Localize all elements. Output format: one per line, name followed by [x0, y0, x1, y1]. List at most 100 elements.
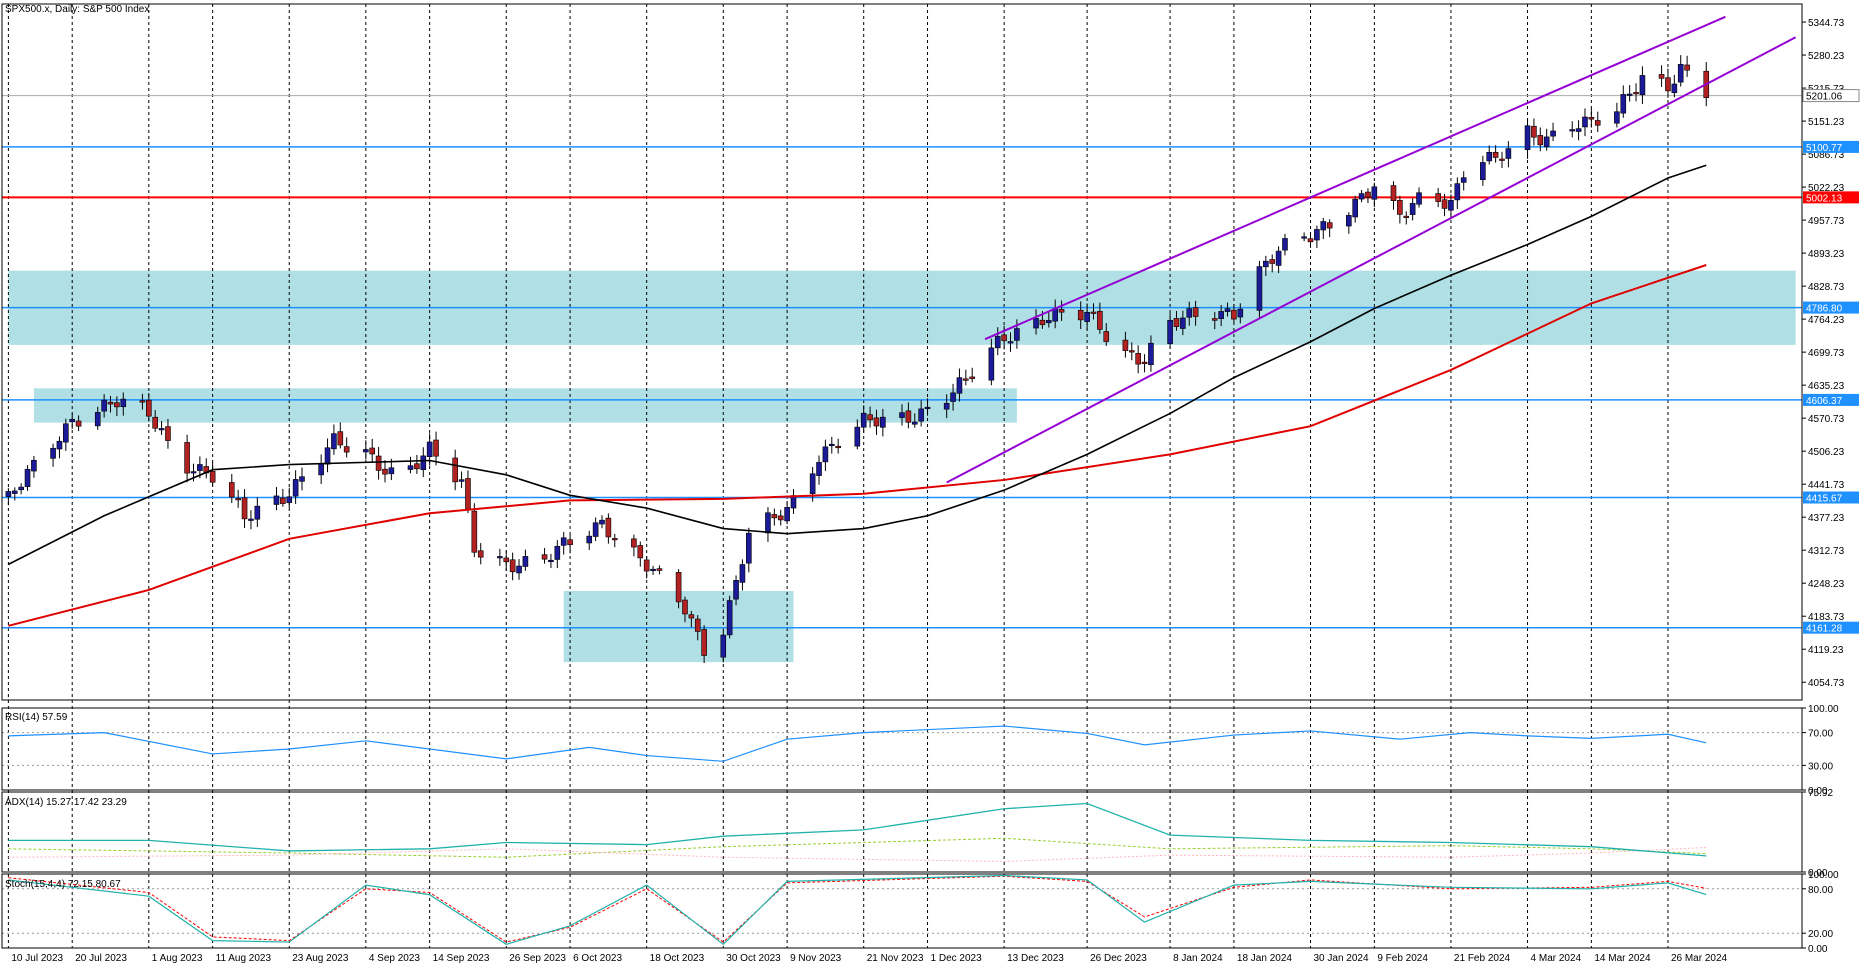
candle-body	[924, 406, 931, 410]
candle-body	[1141, 361, 1148, 364]
stoch-tick-label: 20.00	[1808, 929, 1833, 940]
candle-body	[1077, 309, 1084, 321]
candle-body	[1665, 77, 1671, 92]
candle-body	[69, 418, 76, 423]
candle-body	[1684, 64, 1690, 71]
x-tick-label: 4 Mar 2024	[1531, 953, 1582, 964]
candle-body	[560, 537, 567, 546]
candle-body	[1594, 120, 1601, 126]
candle-body	[777, 515, 784, 521]
x-tick-label: 9 Feb 2024	[1377, 953, 1428, 964]
y-tick-label: 4119.23	[1808, 645, 1844, 656]
candle-body	[1409, 203, 1416, 215]
candle-body	[1441, 199, 1448, 209]
level-tag-label: 4415.67	[1806, 494, 1843, 505]
candle-body	[1326, 222, 1333, 229]
candle-body	[1033, 318, 1039, 329]
candle-body	[956, 377, 963, 394]
candle-body	[1058, 309, 1065, 313]
candle-body	[1499, 158, 1505, 161]
candle-body	[471, 510, 478, 553]
candle-body	[739, 564, 746, 583]
candle-body	[1007, 341, 1014, 344]
y-tick-label: 5344.73	[1808, 18, 1845, 29]
y-tick-label: 4377.23	[1808, 513, 1845, 524]
x-tick-label: 11 Aug 2023	[216, 953, 272, 964]
candle-body	[477, 550, 484, 558]
candle-body	[1275, 250, 1282, 266]
candle-body	[994, 336, 1001, 349]
candle-body	[1135, 353, 1141, 365]
candle-body	[1097, 310, 1103, 330]
panel-frame-rsi	[1, 707, 1803, 791]
adx-line	[8, 802, 1707, 857]
x-tick-label: 8 Jan 2024	[1173, 953, 1223, 964]
candle-body	[101, 399, 107, 412]
x-tick-label: 20 Jul 2023	[75, 953, 127, 964]
candle-body	[452, 457, 458, 483]
candle-body	[918, 408, 924, 422]
level-tag-label: 5100.77	[1806, 143, 1843, 154]
adx-di-minus-line	[8, 846, 1707, 862]
stoch-title: Stoch(15,4,4) 72.15 80.67	[5, 879, 121, 890]
candle-body	[1180, 317, 1186, 329]
candle-body	[420, 455, 427, 470]
candle-body	[541, 554, 548, 560]
candle-body	[1460, 177, 1467, 183]
candle-body	[631, 538, 637, 548]
candle-body	[273, 495, 280, 505]
candle-body	[1231, 309, 1237, 320]
x-tick-label: 1 Aug 2023	[152, 953, 203, 964]
candle-body	[554, 545, 561, 560]
candle-body	[605, 517, 612, 538]
current-price-label: 5201.06	[1806, 92, 1843, 103]
candle-body	[1358, 193, 1365, 200]
candle-body	[1211, 318, 1218, 321]
channel-upper-line	[984, 15, 1726, 341]
candle-body	[1301, 236, 1307, 239]
candle-body	[1588, 117, 1595, 120]
candle-body	[248, 518, 254, 521]
candle-body	[873, 417, 880, 427]
candle-body	[1620, 94, 1627, 114]
candle-body	[675, 572, 682, 603]
x-tick-label: 10 Jul 2023	[11, 953, 63, 964]
candle-body	[790, 495, 797, 509]
x-tick-label: 26 Sep 2023	[509, 953, 566, 964]
candle-body	[190, 471, 197, 474]
candle-body	[197, 464, 203, 471]
candle-body	[822, 446, 829, 463]
candle-body	[184, 442, 190, 474]
candle-body	[592, 522, 599, 537]
candle-body	[1122, 339, 1129, 352]
candle-body	[165, 426, 171, 441]
candle-body	[854, 426, 861, 447]
candle-body	[228, 482, 235, 498]
candle-body	[1192, 307, 1199, 317]
level-tag-label: 4606.37	[1806, 396, 1843, 407]
candle-body	[860, 412, 867, 428]
ma-fast-line	[8, 164, 1707, 566]
adx-di-plus-line	[8, 837, 1707, 858]
candle-body	[1237, 308, 1244, 318]
candle-body	[18, 486, 24, 491]
candle-body	[1256, 266, 1263, 311]
candle-body	[1397, 200, 1403, 215]
y-tick-label: 4248.23	[1808, 579, 1845, 590]
candle-body	[1582, 116, 1588, 128]
stoch-main-line	[8, 874, 1707, 946]
y-tick-label: 4893.23	[1808, 249, 1845, 260]
candle-body	[599, 519, 605, 525]
candle-body	[694, 618, 701, 632]
adx-tick-label: 75.92	[1808, 788, 1833, 799]
candle-body	[643, 559, 650, 572]
candle-body	[771, 514, 778, 519]
level-tag-label: 4161.28	[1806, 624, 1843, 635]
x-tick-label: 13 Dec 2023	[1007, 953, 1064, 964]
adx-tick-label: 0.00	[1808, 868, 1828, 879]
candle-body	[733, 580, 739, 600]
candle-body	[292, 479, 299, 497]
candle-body	[63, 423, 69, 443]
level-tag	[1803, 491, 1859, 504]
